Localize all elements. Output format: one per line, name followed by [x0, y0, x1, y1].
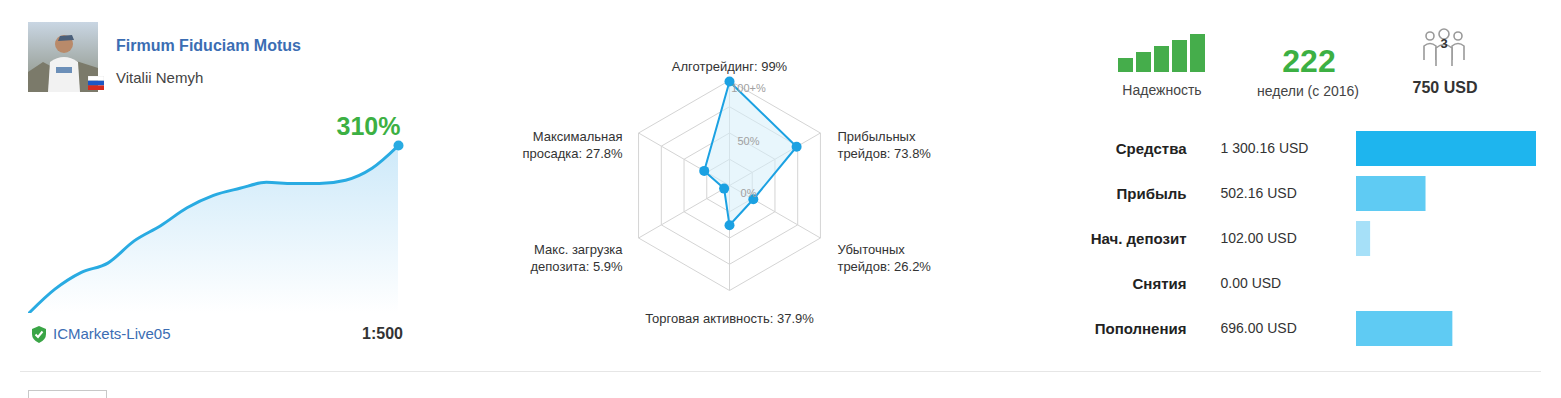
- svg-text:Снятия: Снятия: [1133, 275, 1187, 292]
- html-text:1:500: 1:500: [362, 325, 403, 342]
- svg-text:Максимальнаяпросадка: 27.8%: Максимальнаяпросадка: 27.8%: [522, 129, 623, 162]
- svg-text:310%: 310%: [337, 112, 401, 140]
- svg-text:Торговая активность: 37.9%: Торговая активность: 37.9%: [645, 311, 814, 326]
- svg-text:Прибыльныхтрейдов: 73.8%: Прибыльныхтрейдов: 73.8%: [837, 129, 931, 162]
- svg-text:Прибыль: Прибыль: [1117, 185, 1187, 202]
- html-text:ICMarkets-Live05: ICMarkets-Live05: [53, 325, 171, 342]
- html-text:Vitalii Nemyh: Vitalii Nemyh: [116, 69, 204, 86]
- html-text:Firmum Fiduciam Motus: Firmum Fiduciam Motus: [116, 37, 301, 54]
- svg-text:0%: 0%: [741, 187, 757, 199]
- html-text:3: 3: [1440, 36, 1448, 51]
- html-text:недели (с 2016): недели (с 2016): [1257, 83, 1359, 99]
- svg-text:Нач. депозит: Нач. депозит: [1091, 230, 1187, 247]
- svg-text:Убыточныхтрейдов: 26.2%: Убыточныхтрейдов: 26.2%: [837, 242, 931, 275]
- svg-text:Макс. загрузкадепозита: 5.9%: Макс. загрузкадепозита: 5.9%: [531, 242, 624, 275]
- svg-text:102.00 USD: 102.00 USD: [1221, 230, 1297, 246]
- svg-text:502.16 USD: 502.16 USD: [1221, 185, 1297, 201]
- svg-text:Средства: Средства: [1116, 140, 1187, 157]
- html-text:Надежность: Надежность: [1122, 82, 1202, 98]
- svg-text:0.00 USD: 0.00 USD: [1221, 275, 1282, 291]
- svg-text:100+%: 100+%: [731, 82, 766, 94]
- svg-text:696.00 USD: 696.00 USD: [1221, 320, 1297, 336]
- svg-text:Алготрейдинг: 99%: Алготрейдинг: 99%: [672, 59, 788, 74]
- html-text:750 USD: 750 USD: [1412, 79, 1478, 96]
- svg-text:1 300.16 USD: 1 300.16 USD: [1221, 140, 1309, 156]
- html-text:222: 222: [1282, 43, 1336, 79]
- svg-text:Пополнения: Пополнения: [1095, 320, 1187, 337]
- svg-text:50%: 50%: [737, 135, 759, 147]
